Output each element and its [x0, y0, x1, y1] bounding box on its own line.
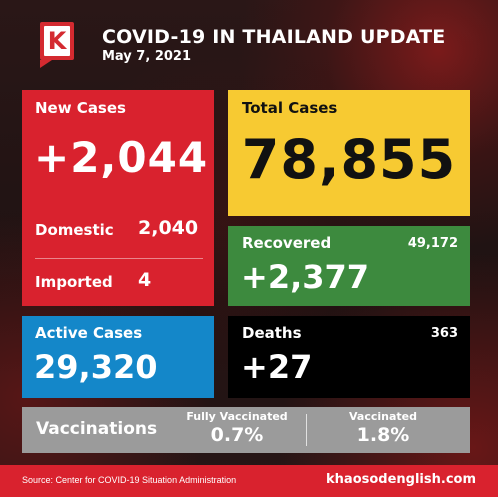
- logo-letter: K: [47, 27, 67, 55]
- vaccination-divider: [306, 414, 307, 446]
- deaths-value: +27: [241, 348, 313, 386]
- recovered-card: Recovered 49,172 +2,377: [228, 226, 470, 306]
- domestic-label: Domestic: [35, 221, 114, 239]
- khaosod-logo: K: [40, 22, 74, 68]
- vaccinated-label: Vaccinated: [349, 410, 417, 423]
- total-cases-value: 78,855: [241, 128, 457, 191]
- recovered-value: +2,377: [241, 258, 370, 296]
- fully-vaccinated-label: Fully Vaccinated: [186, 410, 288, 423]
- total-cases-card: Total Cases 78,855: [228, 90, 470, 216]
- new-cases-label: New Cases: [35, 99, 126, 117]
- recovered-label: Recovered: [242, 234, 332, 252]
- deaths-card: Deaths 363 +27: [228, 316, 470, 398]
- vaccinated-stat: Vaccinated 1.8%: [328, 410, 438, 446]
- domestic-value: 2,040: [138, 217, 199, 239]
- row-divider: [35, 258, 203, 259]
- active-cases-value: 29,320: [34, 348, 158, 386]
- update-date: May 7, 2021: [102, 49, 192, 64]
- imported-label: Imported: [35, 273, 113, 291]
- imported-value: 4: [138, 269, 152, 291]
- fully-vaccinated-stat: Fully Vaccinated 0.7%: [182, 410, 292, 446]
- fully-vaccinated-value: 0.7%: [210, 424, 264, 446]
- source-text: Source: Center for COVID-19 Situation Ad…: [22, 475, 237, 485]
- vaccinations-card: Vaccinations Fully Vaccinated 0.7% Vacci…: [22, 407, 470, 453]
- active-cases-card: Active Cases 29,320: [22, 316, 214, 398]
- active-cases-label: Active Cases: [35, 324, 143, 342]
- site-link[interactable]: khaosodenglish.com: [326, 472, 476, 487]
- new-cases-value: +2,044: [34, 133, 209, 182]
- new-cases-card: New Cases +2,044 Domestic 2,040 Imported…: [22, 90, 214, 306]
- deaths-total: 363: [430, 326, 458, 341]
- vaccinated-value: 1.8%: [356, 424, 410, 446]
- recovered-total: 49,172: [407, 236, 458, 251]
- vaccinations-label: Vaccinations: [36, 419, 158, 439]
- total-cases-label: Total Cases: [242, 99, 338, 117]
- page-title: COVID-19 IN THAILAND UPDATE: [102, 26, 446, 48]
- footer-bar: Source: Center for COVID-19 Situation Ad…: [0, 465, 498, 497]
- deaths-label: Deaths: [242, 324, 302, 342]
